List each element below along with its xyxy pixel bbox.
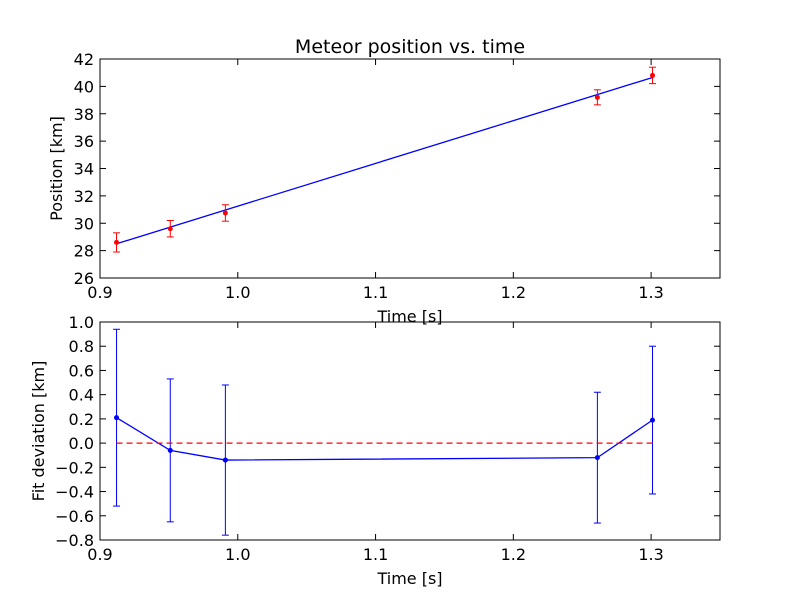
y-tick-label: −0.4 [55, 483, 94, 502]
plot-area-frame [99, 321, 721, 541]
data-point [167, 447, 173, 453]
y-tick-label: 0.8 [69, 337, 94, 356]
x-axis-label: Time [s] [376, 569, 442, 588]
data-point [114, 239, 120, 245]
x-tick-label: 1.3 [638, 283, 663, 302]
chart-title: Meteor position vs. time [295, 36, 525, 58]
y-axis-label: Position [km] [47, 116, 66, 221]
data-point [114, 415, 120, 421]
x-tick-label: 1.0 [225, 283, 250, 302]
y-tick-label: 0.2 [69, 410, 94, 429]
deviation-line [116, 417, 653, 461]
position-marks [113, 66, 656, 253]
fit-deviation-chart: 0.9 1.0 1.1 1.2 1.3 −0.8 −0.6 −0.4 −0.2 0.0 0.2 0.4… [29, 313, 721, 588]
y-tick-label: 0.6 [69, 361, 94, 380]
x-tick-label: 1.2 [501, 283, 526, 302]
data-point [594, 94, 600, 100]
y-tick-label: 26 [74, 269, 94, 288]
y-tick-label: 34 [74, 160, 94, 179]
fit-line [116, 76, 653, 245]
y-tick-label: 30 [74, 214, 94, 233]
data-point [222, 210, 228, 216]
data-point [594, 455, 600, 461]
plot-area-frame [99, 58, 721, 279]
y-tick-label: 0.4 [69, 386, 94, 405]
y-tick-label: −0.2 [55, 458, 94, 477]
y-tick-label: 28 [74, 242, 94, 261]
data-point [649, 417, 655, 423]
x-axis-label: Time [s] [376, 307, 442, 326]
data-point [222, 457, 228, 463]
x-tick-label: 1.0 [225, 545, 250, 564]
y-tick-label: 36 [74, 132, 94, 151]
y-axis-label: Fit deviation [km] [29, 361, 48, 502]
y-tick-label: −0.8 [55, 531, 94, 550]
x-tick-label: 0.9 [87, 545, 112, 564]
x-tick-label: 1.2 [501, 545, 526, 564]
x-tick-label: 1.3 [638, 545, 663, 564]
position-axis-ticks: 0.9 1.0 1.1 1.2 1.3 26 28 30 32 34 36 38 40 42 [74, 50, 720, 302]
deviation-marks [113, 328, 656, 536]
y-tick-label: 42 [74, 50, 94, 69]
x-tick-label: 1.1 [363, 283, 388, 302]
data-point [649, 72, 655, 78]
y-tick-label: 32 [74, 187, 94, 206]
deviation-axis-ticks: 0.9 1.0 1.1 1.2 1.3 −0.8 −0.6 −0.4 −0.2 0.0 0.2 0.4… [55, 313, 720, 564]
x-tick-label: 0.9 [87, 283, 112, 302]
data-point [167, 226, 173, 232]
position-chart: Meteor position vs. time 0.9 1.0 1.1 1.2 1.3… [47, 36, 721, 326]
y-tick-label: 38 [74, 105, 94, 124]
y-tick-label: 40 [74, 77, 94, 96]
y-tick-label: 0.0 [69, 434, 94, 453]
x-tick-label: 1.1 [363, 545, 388, 564]
y-tick-label: 1.0 [69, 313, 94, 332]
y-tick-label: −0.6 [55, 507, 94, 526]
